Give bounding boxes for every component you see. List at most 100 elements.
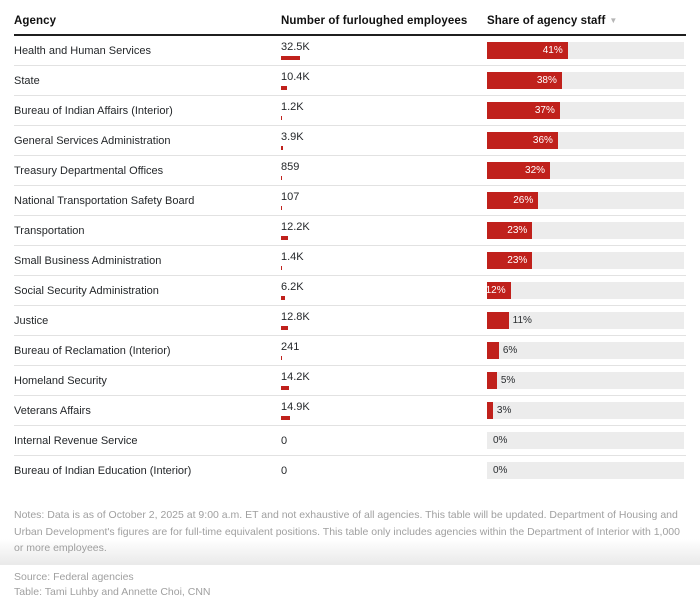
share-bar-track: 11% bbox=[487, 312, 684, 329]
share-bar-fill: 38% bbox=[487, 72, 562, 89]
table-row: Bureau of Reclamation (Interior) 241 6% bbox=[14, 336, 686, 366]
share-bar-track: 32% bbox=[487, 162, 684, 179]
notes-text: Notes: Data is as of October 2, 2025 at … bbox=[14, 509, 680, 555]
share-cell: 23% bbox=[487, 252, 686, 269]
table-row: Homeland Security 14.2K 5% bbox=[14, 366, 686, 396]
share-bar-track: 37% bbox=[487, 102, 684, 119]
furloughed-count: 1.2K bbox=[281, 101, 304, 113]
agency-name: Bureau of Reclamation (Interior) bbox=[14, 344, 171, 357]
table-row: Transportation 12.2K 23% bbox=[14, 216, 686, 246]
table-row: Internal Revenue Service 0 0% bbox=[14, 426, 686, 456]
furloughed-count: 3.9K bbox=[281, 131, 304, 143]
furloughed-mini-bar bbox=[281, 266, 282, 270]
agency-name: Social Security Administration bbox=[14, 284, 159, 297]
furloughed-count: 859 bbox=[281, 161, 300, 173]
agency-name: Internal Revenue Service bbox=[14, 434, 138, 447]
share-bar-fill: 23% bbox=[487, 222, 533, 239]
share-cell: 37% bbox=[487, 102, 686, 119]
furloughed-count: 12.8K bbox=[281, 311, 310, 323]
table-row: Social Security Administration 6.2K 12% bbox=[14, 276, 686, 306]
share-cell: 38% bbox=[487, 72, 686, 89]
share-bar-track: 0% bbox=[487, 432, 684, 449]
table-body: Health and Human Services 32.5K 41% State 10… bbox=[14, 36, 686, 485]
table-row: Bureau of Indian Affairs (Interior) 1.2K 3… bbox=[14, 96, 686, 126]
furloughed-mini-bar bbox=[281, 416, 290, 420]
table-row: Bureau of Indian Education (Interior) 0 0% bbox=[14, 456, 686, 485]
share-percent-label: 0% bbox=[493, 435, 508, 446]
agency-name: Health and Human Services bbox=[14, 44, 151, 57]
agency-name: Homeland Security bbox=[14, 374, 107, 387]
agency-name: Treasury Departmental Offices bbox=[14, 164, 164, 177]
furloughed-count-cell: 0 bbox=[281, 435, 487, 447]
share-percent-label: 3% bbox=[496, 405, 512, 416]
furloughed-count-cell: 1.2K bbox=[281, 101, 487, 120]
share-cell: 32% bbox=[487, 162, 686, 179]
furloughed-mini-bar bbox=[281, 56, 300, 60]
share-percent-label: 38% bbox=[536, 75, 557, 86]
share-bar-track: 12% bbox=[486, 282, 684, 299]
furloughed-count: 14.2K bbox=[281, 371, 310, 383]
share-bar-track: 23% bbox=[487, 252, 684, 269]
share-percent-label: 23% bbox=[507, 255, 528, 266]
furloughed-count-cell: 1.4K bbox=[281, 251, 487, 270]
furloughed-count: 14.9K bbox=[281, 401, 310, 413]
table-row: National Transportation Safety Board 107 2… bbox=[14, 186, 686, 216]
furloughed-count-cell: 32.5K bbox=[281, 41, 487, 60]
furloughed-mini-bar bbox=[281, 386, 289, 390]
share-cell: 6% bbox=[487, 342, 686, 359]
furloughed-count: 6.2K bbox=[281, 281, 304, 293]
share-bar-track: 26% bbox=[487, 192, 684, 209]
credit-line: Table: Tami Luhby and Annette Choi, CNN bbox=[14, 585, 211, 598]
furloughed-count: 0 bbox=[281, 464, 288, 477]
share-cell: 5% bbox=[487, 372, 686, 389]
column-header-agency[interactable]: Agency bbox=[14, 15, 57, 27]
share-percent-label: 0% bbox=[493, 465, 508, 476]
share-percent-label: 23% bbox=[507, 225, 528, 236]
sort-descending-icon: ▼ bbox=[609, 16, 618, 25]
furloughed-mini-bar bbox=[281, 146, 283, 150]
table-row: Veterans Affairs 14.9K 3% bbox=[14, 396, 686, 426]
share-percent-label: 26% bbox=[513, 195, 534, 206]
furloughed-count-cell: 0 bbox=[281, 465, 487, 477]
share-bar-fill: 32% bbox=[487, 162, 551, 179]
agency-name: Transportation bbox=[14, 224, 85, 237]
furloughed-mini-bar bbox=[281, 296, 285, 300]
share-percent-label: 32% bbox=[525, 165, 546, 176]
share-percent-label: 41% bbox=[542, 45, 563, 56]
share-bar-fill: 12% bbox=[486, 282, 511, 299]
share-bar-track: 6% bbox=[487, 342, 684, 359]
share-bar-fill bbox=[487, 312, 509, 329]
agency-name: National Transportation Safety Board bbox=[14, 194, 195, 207]
share-cell: 23% bbox=[487, 222, 686, 239]
furloughed-count-cell: 12.2K bbox=[281, 221, 487, 240]
share-bar-fill: 41% bbox=[487, 42, 568, 59]
share-cell: 26% bbox=[487, 192, 686, 209]
furloughed-count: 32.5K bbox=[281, 41, 310, 53]
share-cell: 11% bbox=[487, 312, 686, 329]
furloughed-mini-bar bbox=[281, 356, 282, 360]
agency-name: State bbox=[14, 74, 40, 87]
share-bar-fill: 36% bbox=[487, 132, 558, 149]
share-cell: 0% bbox=[487, 432, 686, 449]
column-header-share[interactable]: Share of agency staff ▼ bbox=[487, 15, 686, 27]
furloughed-count-cell: 14.9K bbox=[281, 401, 487, 420]
share-percent-label: 11% bbox=[512, 315, 532, 326]
furloughed-count-cell: 3.9K bbox=[281, 131, 487, 150]
share-cell: 0% bbox=[487, 462, 686, 479]
share-bar-track: 36% bbox=[487, 132, 684, 149]
share-bar-track: 23% bbox=[487, 222, 684, 239]
share-bar-fill bbox=[487, 402, 493, 419]
furloughed-mini-bar bbox=[281, 206, 282, 210]
table-row: Small Business Administration 1.4K 23% bbox=[14, 246, 686, 276]
column-header-furloughed[interactable]: Number of furloughed employees bbox=[281, 15, 468, 27]
share-bar-fill bbox=[487, 372, 497, 389]
furloughed-count-cell: 241 bbox=[281, 341, 487, 360]
furloughed-count: 12.2K bbox=[281, 221, 310, 233]
furloughed-count-cell: 107 bbox=[281, 191, 487, 210]
furloughed-mini-bar bbox=[281, 176, 282, 180]
furloughed-count-cell: 14.2K bbox=[281, 371, 487, 390]
share-bar-fill bbox=[487, 342, 499, 359]
agency-name: Small Business Administration bbox=[14, 254, 162, 267]
furloughed-mini-bar bbox=[281, 86, 287, 90]
